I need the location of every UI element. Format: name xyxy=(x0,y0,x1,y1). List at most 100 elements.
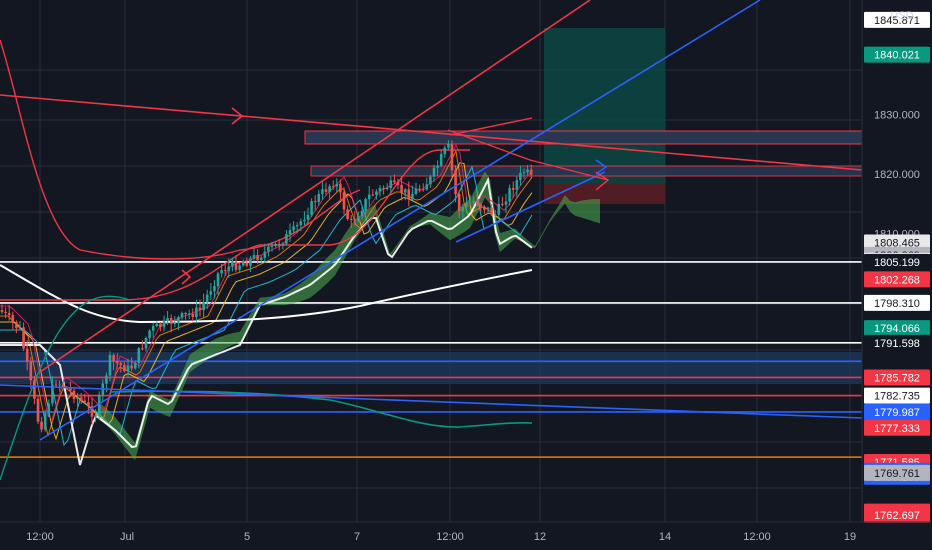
candle-body xyxy=(382,188,385,190)
candle-body xyxy=(375,191,378,195)
candle-body xyxy=(105,375,108,384)
candle-body xyxy=(306,214,310,220)
price-tag-bg xyxy=(864,334,930,351)
red-wedge-arrow xyxy=(447,129,609,181)
price-tag: 1808.465 xyxy=(864,234,930,251)
candle-body xyxy=(472,200,475,203)
candle-body xyxy=(231,261,234,267)
time-tick: Jul xyxy=(120,531,134,543)
candle-body xyxy=(202,302,205,310)
candle-body xyxy=(133,362,137,369)
candle-body xyxy=(58,384,61,386)
candle-body xyxy=(515,180,519,190)
time-tick: 12:00 xyxy=(26,531,54,543)
candle-body xyxy=(357,216,360,221)
candle-body xyxy=(465,202,468,207)
blue-support-line xyxy=(0,384,863,419)
red-envelope-line xyxy=(0,149,470,301)
candle-body xyxy=(328,186,331,192)
demand-zone-box xyxy=(0,352,862,384)
candle-body xyxy=(144,337,148,349)
price-tag: 1840.021 xyxy=(864,46,930,63)
candle-body xyxy=(457,194,461,212)
candle-body xyxy=(436,165,439,168)
price-tag-label: 1769.761 xyxy=(874,468,920,480)
stop-zone-box xyxy=(544,183,665,204)
time-tick: 14 xyxy=(659,531,671,543)
candle-body xyxy=(36,398,40,422)
price-tag: 1791.598 xyxy=(864,334,930,351)
candle-body xyxy=(483,206,486,210)
candle-body xyxy=(249,258,252,266)
price-tag-bg xyxy=(864,46,930,63)
price-tag-label: 1762.697 xyxy=(874,510,920,522)
candle-body xyxy=(108,355,112,376)
candle-body xyxy=(342,192,346,210)
candle-body xyxy=(51,384,54,404)
candle-body xyxy=(198,307,202,310)
price-tag-bg xyxy=(864,419,930,436)
red-wedge-head xyxy=(595,171,610,191)
candle-body xyxy=(274,243,277,246)
price-tag-bg xyxy=(864,369,930,386)
candle-body xyxy=(7,313,11,315)
price-tag-bg xyxy=(864,464,930,481)
candle-body xyxy=(493,214,497,216)
price-tag-bg xyxy=(864,506,930,523)
candle-body xyxy=(321,189,324,194)
red-channel-upper xyxy=(39,0,591,373)
price-tag: 1802.268 xyxy=(864,271,930,288)
price-tag: 1762.697 xyxy=(864,506,930,523)
time-tick: 12:00 xyxy=(743,531,771,543)
price-tag-bg xyxy=(864,294,930,311)
price-tag-label: 1840.021 xyxy=(874,50,920,62)
candle-body xyxy=(169,318,173,324)
candle-body xyxy=(299,221,303,226)
candle-body xyxy=(11,314,15,322)
candle-body xyxy=(429,176,432,185)
candle-body xyxy=(241,262,245,266)
price-tag-label: 1782.735 xyxy=(874,391,920,403)
currency-label: USD xyxy=(890,10,913,22)
candle-body xyxy=(407,189,411,200)
price-tag: 1805.199 xyxy=(864,253,930,270)
candle-body xyxy=(227,266,231,271)
moving-average-line xyxy=(0,176,533,466)
candle-body xyxy=(33,380,36,399)
candle-body xyxy=(216,273,220,287)
price-tag-label: 1777.333 xyxy=(874,423,920,435)
price-tag-label: 1802.268 xyxy=(874,274,920,286)
candle-body xyxy=(234,261,238,270)
candle-body xyxy=(353,219,357,221)
candle-body xyxy=(72,390,76,399)
candle-body xyxy=(447,143,450,148)
price-tag-label: 1779.987 xyxy=(874,407,920,419)
trend-drawings[interactable] xyxy=(0,0,863,441)
candle-body xyxy=(425,184,429,190)
candle-body xyxy=(461,206,465,212)
candle-body xyxy=(151,326,155,331)
candle-body xyxy=(220,270,223,274)
price-tag-label: 1791.598 xyxy=(874,338,920,350)
candle-body xyxy=(331,186,335,188)
price-tag: 1769.761 xyxy=(864,464,930,481)
candle-body xyxy=(277,243,281,246)
candle-body xyxy=(83,400,87,403)
candle-body xyxy=(159,323,162,328)
candle-body xyxy=(79,397,83,401)
candle-body xyxy=(501,203,504,205)
candle-body xyxy=(389,180,393,189)
candle-body xyxy=(148,330,151,338)
candle-body xyxy=(263,251,267,258)
candle-body xyxy=(443,147,447,155)
candle-body xyxy=(313,200,317,203)
candle-body xyxy=(421,189,425,191)
ichimoku-cloud xyxy=(100,171,600,461)
candle-body xyxy=(310,200,313,215)
candle-body xyxy=(94,415,97,417)
candle-body xyxy=(22,327,25,349)
candle-body xyxy=(526,169,529,173)
candle-body xyxy=(270,245,274,247)
